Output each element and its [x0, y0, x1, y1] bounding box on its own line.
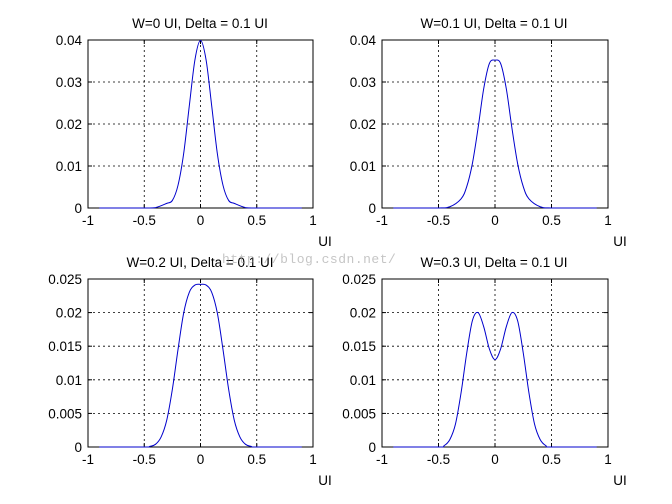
x-tick-label: 0: [197, 452, 205, 467]
x-tick-label: 0.5: [247, 213, 266, 228]
x-tick-labels: -1 -0.5 0 0.5 1: [376, 213, 612, 228]
y-tick-label: 0.01: [350, 159, 376, 174]
x-axis-label: UI: [318, 234, 332, 249]
grid-lines: [88, 40, 313, 208]
x-axis-label: UI: [613, 234, 627, 249]
grid-lines: [382, 279, 608, 447]
subplot-top-right: W=0.1 UI, Delta = 0.1 UI -1 -0.5 0 0.5 1 0 0.…: [350, 16, 627, 249]
y-tick-label: 0.01: [350, 373, 376, 388]
x-tick-label: 0.5: [247, 452, 266, 467]
subplot-title: W=0.3 UI, Delta = 0.1 UI: [420, 255, 567, 270]
y-tick-label: 0.03: [350, 75, 376, 90]
density-curve: [99, 283, 302, 448]
y-tick-label: 0.04: [56, 33, 83, 48]
density-curve: [393, 311, 597, 448]
x-tick-label: 0.5: [542, 452, 561, 467]
y-tick-labels: 0 0.01 0.02 0.03 0.04: [350, 33, 377, 216]
subplot-bottom-right: W=0.3 UI, Delta = 0.1 UI -1 -0.5 0 0.5 1 0 0.…: [342, 255, 627, 488]
y-tick-label: 0.01: [56, 159, 82, 174]
y-tick-label: 0.015: [342, 339, 376, 354]
y-tick-label: 0: [74, 201, 82, 216]
y-tick-label: 0.02: [350, 117, 376, 132]
tick-marks: [87, 278, 314, 448]
x-tick-label: -0.5: [427, 213, 450, 228]
x-tick-label: -0.5: [133, 452, 156, 467]
subplot-title: W=0.2 UI, Delta = 0.1 UI: [126, 255, 273, 270]
x-tick-label: 1: [604, 213, 612, 228]
subplot-title: W=0.1 UI, Delta = 0.1 UI: [420, 16, 567, 31]
x-tick-label: -1: [376, 452, 388, 467]
tick-marks: [381, 39, 609, 209]
x-tick-label: 1: [309, 213, 317, 228]
x-tick-label: 0.5: [542, 213, 561, 228]
y-tick-label: 0.005: [342, 406, 376, 421]
x-tick-label: -1: [82, 452, 94, 467]
y-tick-label: 0.02: [56, 117, 82, 132]
y-tick-label: 0.015: [48, 339, 82, 354]
y-tick-label: 0.04: [350, 33, 377, 48]
subplot-top-left: W=0 UI, Delta = 0.1 UI -1 -0.5 0 0.5 1 0 0.01…: [56, 16, 332, 249]
x-tick-label: -1: [82, 213, 94, 228]
subplot-bottom-left: W=0.2 UI, Delta = 0.1 UI -1 -0.5 0 0.5 1 0 0.…: [48, 255, 332, 488]
y-tick-labels: 0 0.005 0.01 0.015 0.02 0.025: [342, 272, 376, 455]
x-axis-label: UI: [613, 473, 627, 488]
x-tick-labels: -1 -0.5 0 0.5 1: [82, 213, 317, 228]
y-tick-label: 0: [368, 440, 376, 455]
grid-lines: [88, 279, 313, 447]
y-tick-label: 0.025: [48, 272, 82, 287]
x-tick-labels: -1 -0.5 0 0.5 1: [82, 452, 317, 467]
x-tick-label: 0: [491, 452, 499, 467]
x-tick-labels: -1 -0.5 0 0.5 1: [376, 452, 612, 467]
x-tick-label: -1: [376, 213, 388, 228]
y-tick-labels: 0 0.01 0.02 0.03 0.04: [56, 33, 83, 216]
tick-marks: [87, 39, 314, 209]
x-axis-label: UI: [318, 473, 332, 488]
x-tick-label: 0: [491, 213, 499, 228]
grid-lines: [382, 40, 608, 208]
y-tick-label: 0: [368, 201, 376, 216]
y-tick-label: 0.025: [342, 272, 376, 287]
density-curve: [99, 39, 302, 209]
y-tick-label: 0.005: [48, 406, 82, 421]
subplot-title: W=0 UI, Delta = 0.1 UI: [132, 16, 268, 31]
tick-marks: [381, 278, 609, 448]
x-tick-label: 1: [604, 452, 612, 467]
y-tick-label: 0.03: [56, 75, 82, 90]
y-tick-label: 0.02: [350, 306, 376, 321]
y-tick-label: 0.01: [56, 373, 82, 388]
y-tick-label: 0: [74, 440, 82, 455]
x-tick-label: -0.5: [427, 452, 450, 467]
density-curve: [393, 59, 597, 209]
y-tick-label: 0.02: [56, 306, 82, 321]
x-tick-label: -0.5: [133, 213, 156, 228]
x-tick-label: 0: [197, 213, 205, 228]
y-tick-labels: 0 0.005 0.01 0.015 0.02 0.025: [48, 272, 82, 455]
x-tick-label: 1: [309, 452, 317, 467]
